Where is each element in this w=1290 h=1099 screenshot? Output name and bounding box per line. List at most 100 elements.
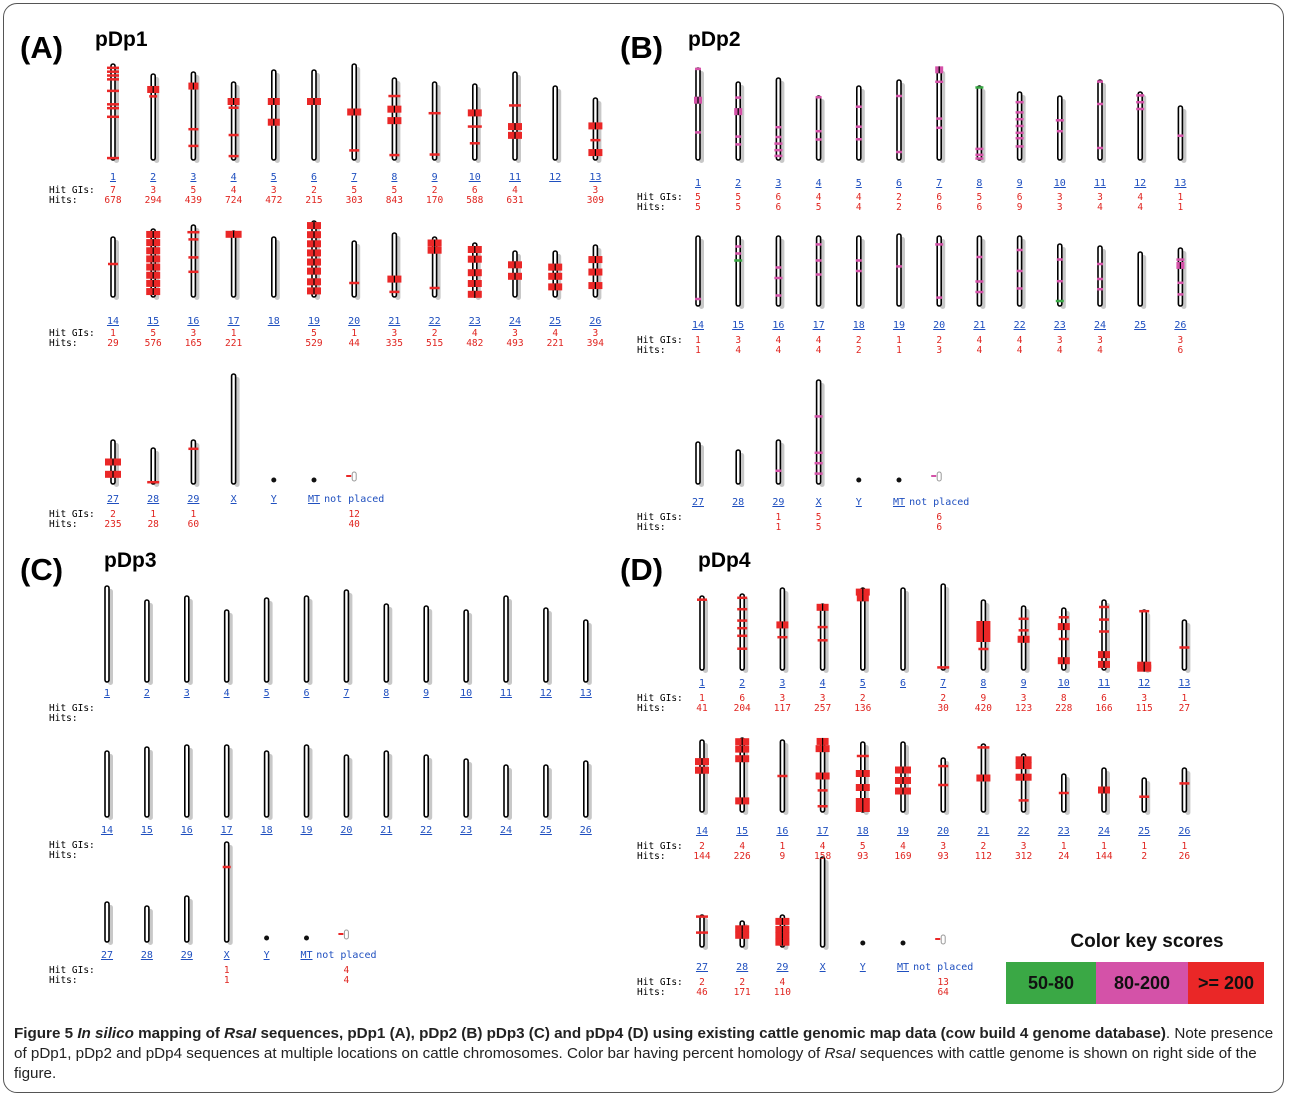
chromosome-label[interactable]: 20 [937,826,950,837]
chromosome-label[interactable]: 18 [852,320,865,331]
chromosome-label[interactable]: 29 [180,950,193,961]
chromosome-label[interactable]: 10 [460,688,473,699]
chromosome-label[interactable]: 27 [691,497,705,508]
chromosome-label[interactable]: 15 [147,316,160,327]
chromosome-label[interactable]: 21 [380,825,393,836]
chromosome-label[interactable]: 29 [187,494,200,505]
chromosome-label[interactable]: 6 [899,678,907,689]
chromosome-label[interactable]: 14 [100,825,114,836]
chromosome-label[interactable]: 2 [150,172,157,183]
chromosome-label[interactable]: 2 [739,678,746,689]
chromosome-label[interactable]: 19 [300,825,313,836]
chromosome-label[interactable]: 22 [420,825,433,836]
chromosome-label[interactable]: 10 [1057,678,1070,689]
chromosome-label[interactable]: MT [892,497,906,508]
chromosome-label[interactable]: 29 [776,962,789,973]
chromosome-label[interactable]: 15 [140,825,153,836]
chromosome-label[interactable]: 7 [936,178,943,189]
chromosome-label[interactable]: 16 [187,316,200,327]
chromosome-label[interactable]: 4 [230,172,237,183]
chromosome-label[interactable]: 28 [732,497,745,508]
chromosome-label[interactable]: 23 [460,825,473,836]
chromosome-label[interactable]: 19 [307,316,321,327]
chromosome-label[interactable]: 24 [499,825,513,836]
chromosome-label[interactable]: 28 [736,962,749,973]
chromosome-label[interactable]: 25 [539,825,552,836]
chromosome-label[interactable]: 4 [819,678,826,689]
chromosome-label[interactable]: 4 [223,688,230,699]
chromosome-label[interactable]: 5 [270,172,277,183]
chromosome-label[interactable]: 3 [775,178,782,189]
chromosome-label[interactable]: 21 [388,316,401,327]
chromosome-label[interactable]: 9 [423,688,430,699]
chromosome-label[interactable]: 17 [220,825,233,836]
chromosome-label[interactable]: 15 [732,320,745,331]
chromosome-label[interactable]: 7 [351,172,358,183]
chromosome-label[interactable]: 15 [736,826,749,837]
chromosome-label[interactable]: 25 [1134,320,1147,331]
chromosome-label[interactable]: 12 [539,688,552,699]
chromosome-label[interactable]: 24 [508,316,522,327]
chromosome-label[interactable]: 14 [695,826,709,837]
chromosome-label[interactable]: 17 [816,826,829,837]
chromosome-label[interactable]: 13 [1174,178,1187,189]
chromosome-label[interactable]: Y [859,962,866,973]
chromosome-label[interactable]: 8 [391,172,398,183]
chromosome-label[interactable]: 1 [694,178,702,189]
chromosome-label[interactable]: 5 [859,678,866,689]
chromosome-label[interactable]: 13 [579,688,592,699]
chromosome-label[interactable]: 11 [508,172,522,183]
chromosome-label[interactable]: 3 [190,172,197,183]
chromosome-label[interactable]: 26 [589,316,602,327]
chromosome-label[interactable]: 16 [772,320,785,331]
chromosome-label[interactable]: 23 [1057,826,1070,837]
chromosome-label[interactable]: 21 [973,320,986,331]
chromosome-label[interactable]: 7 [343,688,350,699]
chromosome-label[interactable]: MT [300,950,313,961]
chromosome-label[interactable]: 12 [1138,678,1151,689]
chromosome-label[interactable]: 22 [1013,320,1026,331]
chromosome-label[interactable]: 28 [147,494,160,505]
chromosome-label[interactable]: Y [263,950,270,961]
chromosome-label[interactable]: Y [855,497,862,508]
chromosome-label[interactable]: 26 [579,825,592,836]
chromosome-label[interactable]: 4 [815,178,822,189]
chromosome-label[interactable]: 20 [933,320,946,331]
chromosome-label[interactable]: 3 [183,688,190,699]
chromosome-label[interactable]: 6 [895,178,903,189]
chromosome-label[interactable]: 24 [1093,320,1107,331]
chromosome-label[interactable]: 10 [468,172,481,183]
chromosome-label[interactable]: 6 [303,688,310,699]
chromosome-label[interactable]: 10 [1053,178,1066,189]
chromosome-label[interactable]: 16 [180,825,193,836]
chromosome-label[interactable]: 25 [1138,826,1151,837]
chromosome-label[interactable]: X [819,962,826,973]
chromosome-label[interactable]: 9 [1016,178,1023,189]
chromosome-label[interactable]: 22 [1017,826,1030,837]
chromosome-label[interactable]: 11 [499,688,513,699]
chromosome-label[interactable]: 8 [980,678,987,689]
chromosome-label[interactable]: MT [307,494,321,505]
chromosome-label[interactable]: 14 [691,320,705,331]
chromosome-label[interactable]: 2 [735,178,742,189]
chromosome-label[interactable]: 11 [1093,178,1107,189]
chromosome-label[interactable]: 19 [896,826,910,837]
chromosome-label[interactable]: 13 [1178,678,1191,689]
chromosome-label[interactable]: 29 [772,497,785,508]
chromosome-label[interactable]: 1 [109,172,117,183]
chromosome-label[interactable]: 9 [1020,678,1027,689]
chromosome-label[interactable]: X [223,950,230,961]
chromosome-label[interactable]: 19 [892,320,906,331]
chromosome-label[interactable]: 28 [140,950,153,961]
chromosome-label[interactable]: 11 [1097,678,1111,689]
chromosome-label[interactable]: 2 [143,688,150,699]
chromosome-label[interactable]: 26 [1178,826,1191,837]
chromosome-label[interactable]: MT [896,962,910,973]
chromosome-label[interactable]: 26 [1174,320,1187,331]
chromosome-label[interactable]: 20 [348,316,361,327]
chromosome-label[interactable]: 16 [776,826,789,837]
chromosome-label[interactable]: 25 [549,316,562,327]
chromosome-label[interactable]: 1 [698,678,706,689]
chromosome-label[interactable]: 24 [1097,826,1111,837]
chromosome-label[interactable]: 27 [695,962,709,973]
